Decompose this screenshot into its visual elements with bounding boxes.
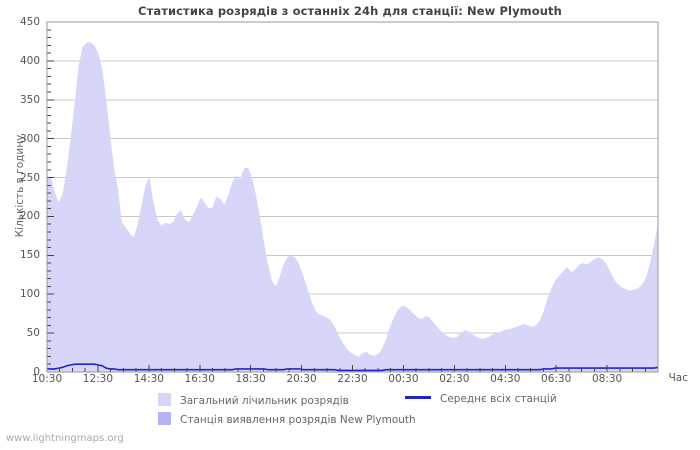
plot-border [46,21,659,373]
x-tick-label: 00:30 [388,373,419,385]
y-tick-label: 350 [19,93,40,106]
legend-swatch-marker [158,393,171,406]
watermark: www.lightningmaps.org [6,433,124,444]
x-tick-label: 14:30 [133,373,164,385]
y-tick-label: 50 [26,327,40,340]
y-tick-label: 300 [19,132,40,145]
y-tick-label: 250 [19,171,40,184]
x-tick-label: 18:30 [235,373,266,385]
y-tick-label: 100 [19,288,40,301]
legend-item[interactable]: Середнє всіх станцій [405,393,557,405]
series-area-0 [47,42,658,372]
x-tick-label: 22:30 [337,373,368,385]
y-tick-label: 150 [19,249,40,262]
y-tick-label: 450 [19,16,40,28]
legend-label: Станція виявлення розрядів New Plymouth [180,414,416,426]
legend-item[interactable]: Станція виявлення розрядів New Plymouth [158,412,416,426]
chart-legend: Загальний лічильник розрядів Середнє всіх… [0,393,700,433]
legend-item[interactable]: Загальний лічильник розрядів [158,393,349,407]
legend-swatch-marker [158,412,171,425]
x-tick-label: 02:30 [439,373,470,385]
x-tick-label: 10:30 [31,373,63,385]
plot-frame [46,21,659,373]
legend-label: Середнє всіх станцій [440,393,557,405]
legend-line-marker [405,396,431,399]
y-tick-label: 200 [19,210,40,223]
y-tick-label: 400 [19,54,40,67]
x-tick-label: 20:30 [286,373,317,385]
legend-label: Загальний лічильник розрядів [180,395,349,407]
chart-title: Статистика розрядів з останніх 24h для с… [138,4,562,18]
x-axis-title: Час [668,372,688,384]
x-tick-label: 16:30 [184,373,215,385]
x-tick-label: 08:30 [591,373,623,385]
x-tick-label: 12:30 [82,373,114,385]
x-tick-label: 04:30 [490,373,521,385]
x-tick-label: 06:30 [541,373,572,385]
series-layer [47,42,659,372]
y-tick-label: 0 [33,366,40,378]
